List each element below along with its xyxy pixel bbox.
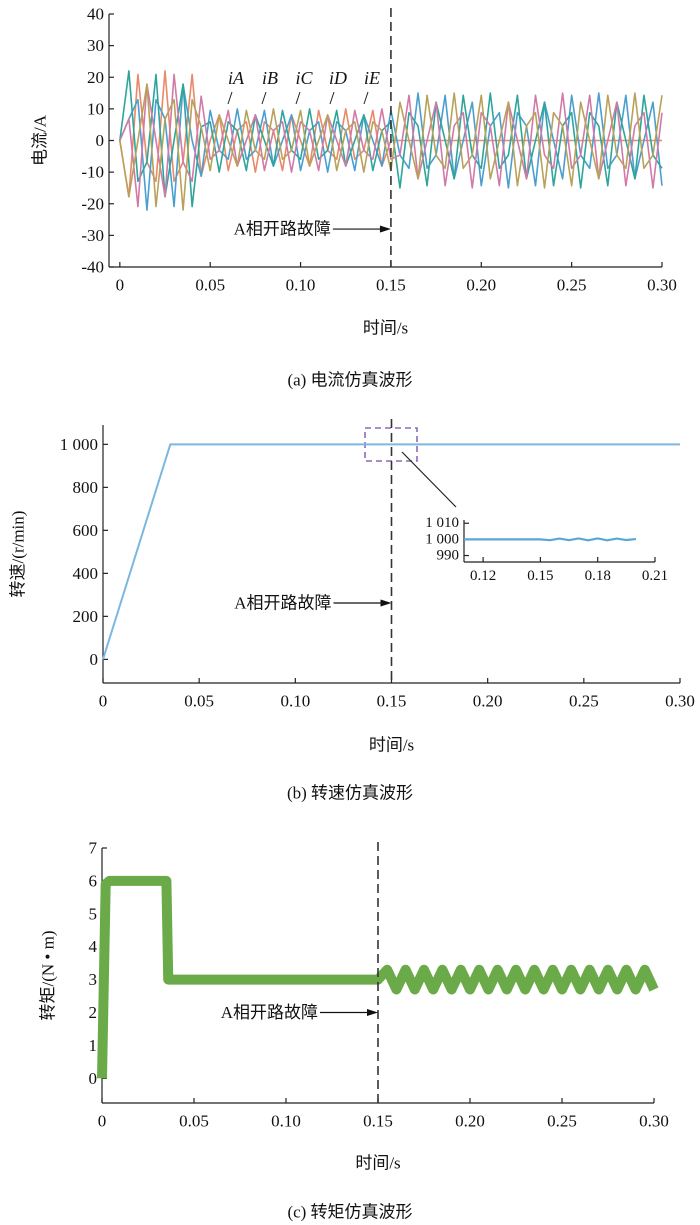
y-tick-label: -20 <box>81 194 104 213</box>
y-axis-label: 转矩/(N • m) <box>39 931 58 1021</box>
y-axis-label: 转速/(r/min) <box>9 511 28 598</box>
data-line <box>102 443 680 660</box>
chart-panel: -40 -30 -20 -10 0 10 20 30 40 0 0.05 0.10 0.15 0.20 0.… <box>31 5 677 390</box>
y-tick-label: 4 <box>89 937 98 956</box>
x-tick-label: 0.20 <box>466 276 496 295</box>
series-leader <box>295 91 301 105</box>
y-tick-label: 7 <box>89 839 98 858</box>
y-tick-label: 30 <box>87 36 104 55</box>
x-tick-label: 0.30 <box>639 1112 669 1131</box>
y-tick-label: 2 <box>89 1003 98 1022</box>
series-name: iB <box>262 68 278 88</box>
caption: (a) 电流仿真波形 <box>287 371 412 390</box>
series-name: iD <box>329 68 347 88</box>
x-tick-label: 0 <box>98 1112 107 1131</box>
x-tick-label: 0.15 <box>376 276 406 295</box>
series-leader <box>363 91 369 105</box>
x-tick-label: 0.25 <box>569 692 599 711</box>
x-tick-label: 0.30 <box>665 692 695 711</box>
annotation: A相开路故障 <box>234 594 331 613</box>
x-tick-label: 0.05 <box>179 1112 209 1131</box>
y-tick-label: 800 <box>73 478 99 497</box>
series-leader <box>261 91 267 105</box>
x-tick-label: 0 <box>116 276 125 295</box>
y-tick-label: 0 <box>89 1069 98 1088</box>
x-tick-label: 0.12 <box>470 568 496 584</box>
series-name: iA <box>228 68 245 88</box>
data-line <box>97 875 659 1079</box>
y-tick-label: 400 <box>73 564 99 583</box>
x-tick-label: 0.10 <box>286 276 316 295</box>
y-tick-label: 1 <box>89 1036 98 1055</box>
x-axis-label: 时间/s <box>369 736 414 755</box>
x-tick-label: 0.15 <box>363 1112 393 1131</box>
y-tick-label: 1 000 <box>60 435 98 454</box>
x-tick-label: 0 <box>99 692 108 711</box>
x-tick-label: 0.20 <box>455 1112 485 1131</box>
y-tick-label: 40 <box>87 5 104 24</box>
y-tick-label: 20 <box>87 68 104 87</box>
y-tick-label: 0 <box>90 650 99 669</box>
y-tick-label: 1 010 <box>425 515 459 531</box>
arrow-head <box>379 225 391 233</box>
arrow-head <box>380 599 392 607</box>
series-leader <box>329 91 335 105</box>
chart-panel: 0 200 400 600 800 1 000 0 0.05 0.10 0.15 0.20 0.25 0… <box>9 419 695 803</box>
y-tick-label: -10 <box>81 163 104 182</box>
x-tick-label: 0.25 <box>547 1112 577 1131</box>
x-tick-label: 0.05 <box>195 276 225 295</box>
y-tick-label: 5 <box>89 904 98 923</box>
annotation: A相开路故障 <box>221 1003 318 1022</box>
x-axis-label: 时间/s <box>355 1154 400 1173</box>
y-tick-label: 10 <box>87 99 104 118</box>
y-tick-label: -30 <box>81 226 104 245</box>
arrow-head <box>367 1009 378 1017</box>
x-tick-label: 0.20 <box>473 692 503 711</box>
x-tick-label: 0.25 <box>557 276 587 295</box>
x-tick-label: 0.10 <box>271 1112 301 1131</box>
y-tick-label: 0 <box>96 131 105 150</box>
x-tick-label: 0.10 <box>280 692 310 711</box>
x-tick-label: 0.05 <box>184 692 214 711</box>
x-tick-label: 0.21 <box>642 568 668 584</box>
x-tick-label: 0.15 <box>527 568 553 584</box>
series-name: iC <box>295 68 313 88</box>
y-tick-label: 1 000 <box>425 531 459 547</box>
y-tick-label: 3 <box>89 970 98 989</box>
x-tick-label: 0.15 <box>377 692 407 711</box>
current-line <box>119 73 663 208</box>
y-tick-label: 600 <box>73 521 99 540</box>
y-tick-label: -40 <box>81 258 104 277</box>
zoom-connector <box>401 451 457 508</box>
y-axis-label: 电流/A <box>31 114 50 166</box>
series-leader <box>227 91 233 105</box>
series-name: iE <box>364 68 380 88</box>
data-line <box>464 537 637 542</box>
y-tick-label: 6 <box>89 871 98 890</box>
y-tick-label: 200 <box>73 607 99 626</box>
annotation: A相开路故障 <box>234 220 331 239</box>
chart-panel: 0 1 2 3 4 5 6 7 0 0.05 0.10 0.15 0.20 0.25 0.30 A相开路故障时… <box>39 839 669 1222</box>
caption: (b) 转速仿真波形 <box>287 784 413 803</box>
x-axis-label: 时间/s <box>363 319 408 338</box>
caption: (c) 转矩仿真波形 <box>287 1203 412 1222</box>
x-tick-label: 0.18 <box>585 568 611 584</box>
x-tick-label: 0.30 <box>647 276 677 295</box>
y-tick-label: 990 <box>437 548 460 564</box>
